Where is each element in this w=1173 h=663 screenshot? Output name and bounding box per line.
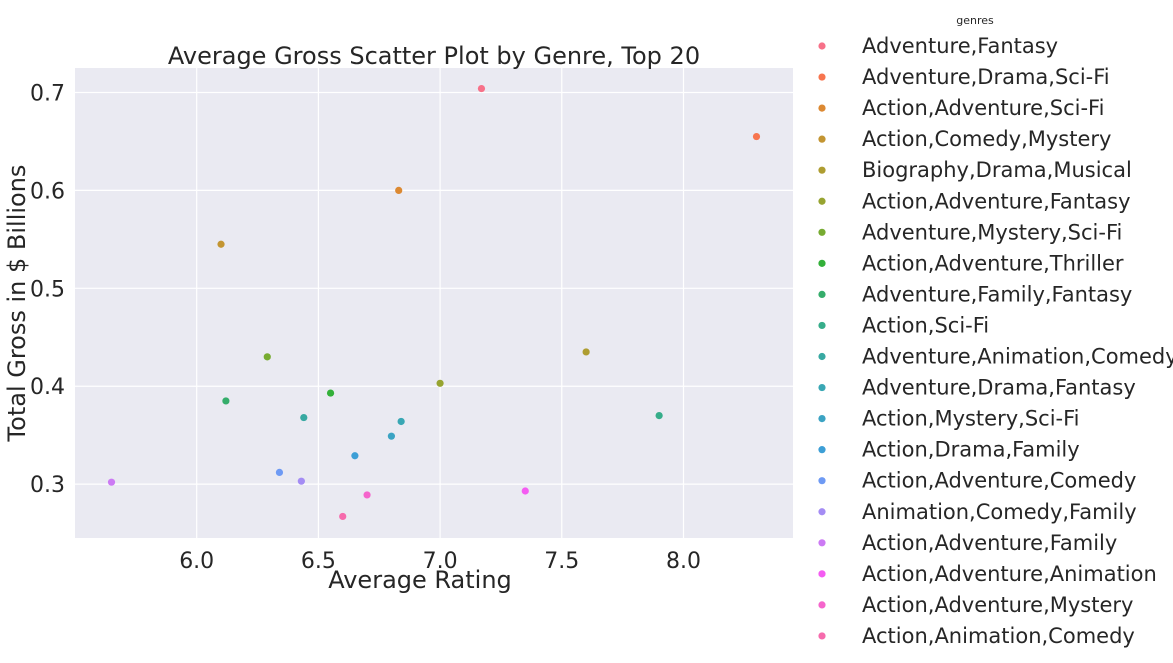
x-tick-label: 7.0 bbox=[423, 549, 458, 574]
data-points bbox=[107, 84, 761, 521]
legend-marker bbox=[818, 166, 826, 174]
legend-marker bbox=[818, 42, 826, 50]
legend-label: Adventure,Family,Fantasy bbox=[862, 282, 1132, 306]
legend-label: Action,Mystery,Sci-Fi bbox=[862, 407, 1080, 431]
scatter-point bbox=[436, 379, 444, 387]
x-tick-label: 6.5 bbox=[301, 549, 336, 574]
scatter-point bbox=[363, 491, 371, 499]
legend-marker bbox=[818, 104, 826, 112]
scatter-point bbox=[297, 477, 305, 485]
legend-marker bbox=[818, 446, 826, 454]
scatter-point bbox=[477, 84, 486, 93]
legend-marker bbox=[818, 290, 826, 298]
scatter-point bbox=[339, 512, 347, 521]
y-tick-label: 0.3 bbox=[30, 473, 65, 498]
legend-marker bbox=[818, 601, 826, 609]
legend-label: Action,Adventure,Animation bbox=[862, 562, 1157, 586]
y-tick-label: 0.4 bbox=[30, 375, 65, 400]
legend-label: Action,Adventure,Thriller bbox=[862, 251, 1124, 275]
scatter-point bbox=[582, 348, 590, 356]
scatter-point bbox=[752, 132, 761, 141]
legend-label: Adventure,Drama,Fantasy bbox=[862, 376, 1136, 400]
legend-marker bbox=[818, 197, 826, 205]
legend-marker bbox=[818, 539, 826, 547]
legend-marker bbox=[818, 570, 826, 578]
legend-label: Action,Adventure,Comedy bbox=[862, 469, 1136, 493]
legend-label: Action,Sci-Fi bbox=[862, 313, 989, 337]
legend-marker bbox=[818, 259, 826, 267]
legend-marker bbox=[818, 135, 826, 143]
legend-marker bbox=[818, 228, 826, 236]
legend-title: genres bbox=[956, 14, 994, 27]
legend-label: Action,Adventure,Mystery bbox=[862, 593, 1133, 617]
plot-background bbox=[75, 68, 793, 538]
legend-items: Adventure,Fantasy Adventure,Drama,Sci-Fi A… bbox=[818, 34, 1173, 648]
legend-label: Action,Adventure,Sci-Fi bbox=[862, 96, 1104, 120]
scatter-point bbox=[263, 353, 271, 361]
legend-label: Action,Adventure,Fantasy bbox=[862, 189, 1131, 213]
scatter-point bbox=[222, 397, 230, 405]
y-tick-label: 0.6 bbox=[30, 179, 65, 204]
legend-label: Action,Animation,Comedy bbox=[862, 624, 1135, 648]
legend-marker bbox=[818, 508, 826, 516]
scatter-point bbox=[326, 389, 335, 397]
x-tick-label: 8.0 bbox=[666, 549, 701, 574]
legend-label: Action,Drama,Family bbox=[862, 438, 1080, 462]
scatter-point bbox=[351, 452, 359, 460]
legend-marker bbox=[818, 477, 826, 485]
scatter-point bbox=[275, 468, 284, 476]
legend-label: Adventure,Mystery,Sci-Fi bbox=[862, 220, 1122, 244]
legend-label: Action,Adventure,Family bbox=[862, 531, 1117, 555]
legend-label: Adventure,Fantasy bbox=[862, 34, 1058, 58]
legend-label: Adventure,Drama,Sci-Fi bbox=[862, 65, 1110, 89]
scatter-point bbox=[107, 478, 116, 486]
scatter-point bbox=[397, 417, 405, 426]
legend-marker bbox=[818, 415, 826, 423]
legend-label: Biography,Drama,Musical bbox=[862, 158, 1132, 182]
scatter-point bbox=[655, 412, 663, 420]
scatter-point bbox=[300, 413, 308, 422]
y-tick-label: 0.7 bbox=[30, 81, 65, 106]
y-axis-ticks: 0.3 0.4 0.5 0.6 0.7 bbox=[30, 81, 65, 498]
scatter-point bbox=[217, 240, 225, 248]
legend: genres Adventure,Fantasy Adventure,Drama,… bbox=[818, 14, 1173, 648]
legend-marker bbox=[818, 383, 826, 392]
x-tick-label: 6.0 bbox=[179, 549, 214, 574]
legend-marker bbox=[818, 352, 826, 361]
grid-lines bbox=[75, 68, 793, 538]
legend-label: Action,Comedy,Mystery bbox=[862, 127, 1111, 151]
legend-marker bbox=[818, 632, 826, 640]
legend-label: Animation,Comedy,Family bbox=[862, 500, 1137, 524]
x-axis-label: Average Rating bbox=[328, 566, 512, 594]
x-tick-label: 7.5 bbox=[544, 549, 579, 574]
legend-label: Adventure,Animation,Comedy bbox=[862, 345, 1173, 369]
legend-marker bbox=[818, 73, 826, 81]
scatter-point bbox=[395, 186, 403, 194]
y-axis-label: Total Gross in $ Billions bbox=[3, 165, 31, 443]
chart-title: Average Gross Scatter Plot by Genre, Top… bbox=[168, 42, 700, 70]
scatter-point bbox=[387, 432, 396, 440]
legend-marker bbox=[818, 321, 826, 330]
x-axis-ticks: 6.0 6.5 7.0 7.5 8.0 bbox=[179, 549, 701, 574]
scatter-point bbox=[521, 487, 529, 495]
y-tick-label: 0.5 bbox=[30, 277, 65, 302]
